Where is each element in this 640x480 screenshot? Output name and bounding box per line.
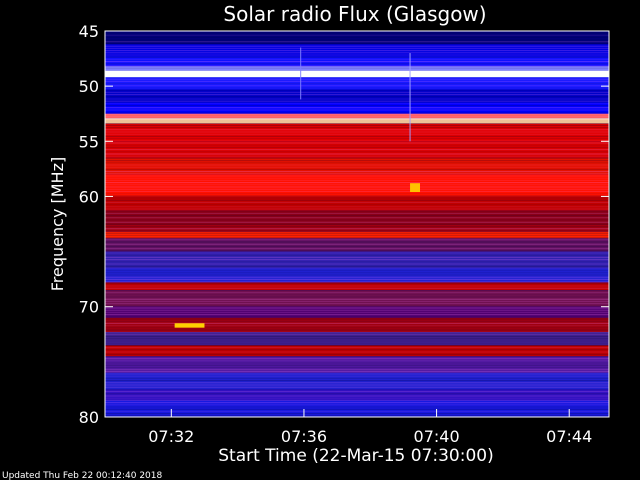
x-tick-label: 07:32 [148,427,194,446]
y-tick-label: 70 [79,298,99,317]
frequency-band [105,56,609,67]
frequency-band [105,224,609,232]
y-tick-label: 80 [79,408,99,427]
frequency-band [105,66,609,71]
frequency-band [105,196,609,211]
frequency-band [105,290,609,307]
y-axis: 45 50 55 60 70 80 [79,22,609,427]
frequency-band [105,345,609,357]
x-tick-label: 07:40 [414,427,460,446]
updated-timestamp: Updated Thu Feb 22 00:12:40 2018 [2,471,163,480]
y-axis-label: Frequency [MHz] [48,157,67,291]
spectrogram-plot [105,31,609,417]
y-tick-label: 50 [79,77,99,96]
x-axis-label: Start Time (22-Mar-15 07:30:00) [218,446,493,466]
band-layer [105,31,609,417]
radio-burst [174,323,205,328]
frequency-band [105,157,609,175]
chart-title: Solar radio Flux (Glasgow) [223,2,486,26]
frequency-band [105,282,609,291]
feature-layer [174,47,420,328]
frequency-band [105,332,609,346]
frequency-band [105,251,609,269]
frequency-band [105,238,609,252]
frequency-band [105,372,609,390]
frequency-band [105,123,609,142]
frequency-band [105,113,609,119]
frequency-band [105,317,609,333]
frequency-band [105,77,609,90]
frequency-band [105,306,609,318]
y-tick-label: 45 [79,22,99,41]
frequency-band [105,70,609,78]
frequency-band [105,118,609,124]
frequency-band [105,44,609,57]
frequency-band [105,102,609,114]
frequency-band [105,210,609,224]
plot-frame [104,30,610,418]
x-tick-label: 07:36 [281,427,327,446]
frequency-band [105,174,609,197]
y-tick-label: 55 [79,132,99,151]
frequency-band [105,400,609,417]
frequency-band [105,231,609,239]
frequency-band [105,31,609,45]
x-axis: 07:32 07:36 07:40 07:44 [148,409,592,446]
y-tick-label: 60 [79,187,99,206]
frequency-band [105,356,609,373]
frequency-band [105,141,609,158]
radio-burst [410,183,420,193]
x-tick-label: 07:44 [546,427,592,446]
texture-layer [105,32,609,417]
frequency-band [105,89,609,103]
frequency-band [105,389,609,401]
frequency-band [105,268,609,283]
